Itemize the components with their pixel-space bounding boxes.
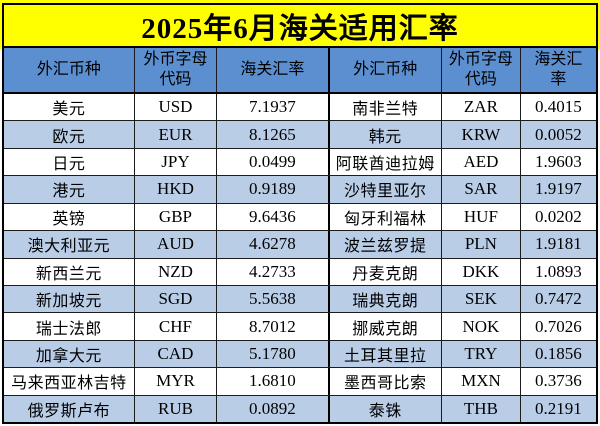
currency-name-cell: 欧元 bbox=[4, 121, 135, 148]
customs-rate-cell: 1.9197 bbox=[534, 179, 582, 199]
currency-code-cell: THB bbox=[442, 395, 521, 423]
customs-rate-cell: 0.0499 bbox=[217, 148, 330, 176]
customs-rate-cell: 0.3736 bbox=[534, 371, 582, 391]
currency-name-cell: 丹麦克朗 bbox=[330, 258, 443, 285]
customs-rate-cell: 8.1265 bbox=[217, 121, 330, 148]
table-row: 俄罗斯卢布 RUB 0.0892 泰铢 THB 0.2191 bbox=[4, 395, 596, 423]
header-customs-rate-right: 海关汇率 bbox=[534, 51, 583, 88]
customs-rate-cell: 9.6436 bbox=[217, 203, 330, 231]
header-currency-name-right: 外汇币种 bbox=[330, 48, 443, 92]
currency-name-cell: 瑞典克朗 bbox=[330, 285, 443, 313]
currency-code-cell: HKD bbox=[135, 176, 218, 203]
table-row: 加拿大元 CAD 5.1780 土耳其里拉 TRY 0.1856 bbox=[4, 340, 596, 369]
customs-rate-cell: 5.5638 bbox=[217, 285, 330, 313]
table-body: 美元 USD 7.1937 南非兰特 ZAR 0.4015 欧元 EUR 8.1… bbox=[4, 94, 596, 423]
currency-code-cell: NOK bbox=[442, 313, 521, 340]
currency-name-cell: 匈牙利福林 bbox=[330, 203, 443, 231]
currency-name-cell: 泰铢 bbox=[330, 395, 443, 423]
currency-name-cell: 墨西哥比索 bbox=[330, 368, 443, 395]
currency-code-cell: TRY bbox=[442, 340, 521, 368]
currency-code-cell: SEK bbox=[442, 285, 521, 313]
currency-code-cell: JPY bbox=[135, 148, 218, 176]
customs-rate-cell: 0.0892 bbox=[217, 395, 330, 423]
customs-rate-cell: 7.1937 bbox=[217, 94, 330, 121]
currency-code-cell: USD bbox=[135, 94, 218, 121]
currency-name-cell: 瑞士法郎 bbox=[4, 313, 135, 340]
table-row: 新加坡元 SGD 5.5638 瑞典克朗 SEK 0.7472 bbox=[4, 285, 596, 314]
currency-code-cell: AED bbox=[442, 148, 521, 176]
customs-rate-cell: 8.7012 bbox=[217, 313, 330, 340]
header-currency-code-right: 外币字母代码 bbox=[442, 48, 521, 92]
customs-rate-cell: 0.4015 bbox=[534, 97, 582, 117]
currency-name-cell: 挪威克朗 bbox=[330, 313, 443, 340]
table-title: 2025年6月海关适用汇率 bbox=[4, 5, 596, 48]
currency-name-cell: 马来西亚林吉特 bbox=[4, 368, 135, 395]
currency-code-cell: NZD bbox=[135, 258, 218, 285]
currency-name-cell: 日元 bbox=[4, 148, 135, 176]
customs-rate-cell: 1.9181 bbox=[534, 234, 582, 254]
currency-name-cell: 韩元 bbox=[330, 121, 443, 148]
currency-code-cell: DKK bbox=[442, 258, 521, 285]
currency-code-cell: GBP bbox=[135, 203, 218, 231]
currency-code-cell: MYR bbox=[135, 368, 218, 395]
customs-rate-cell: 0.2191 bbox=[534, 398, 582, 418]
exchange-rate-table: 2025年6月海关适用汇率 外汇币种 外币字母代码 海关汇率 外汇币种 外币字母… bbox=[2, 3, 598, 424]
currency-code-cell: CAD bbox=[135, 340, 218, 368]
currency-code-cell: KRW bbox=[442, 121, 521, 148]
customs-rate-cell: 1.6810 bbox=[217, 368, 330, 395]
customs-rate-cell: 0.7472 bbox=[534, 289, 582, 309]
currency-code-cell: ZAR bbox=[442, 94, 521, 121]
currency-name-cell: 英镑 bbox=[4, 203, 135, 231]
customs-rate-cell: 1.9603 bbox=[534, 152, 582, 172]
currency-code-cell: SGD bbox=[135, 285, 218, 313]
customs-rate-cell: 0.9189 bbox=[217, 176, 330, 203]
table-row: 新西兰元 NZD 4.2733 丹麦克朗 DKK 1.0893 bbox=[4, 258, 596, 286]
table-row: 港元 HKD 0.9189 沙特里亚尔 SAR 1.9197 bbox=[4, 176, 596, 204]
currency-code-cell: PLN bbox=[442, 231, 521, 258]
currency-code-cell: SAR bbox=[442, 176, 521, 203]
table-row: 日元 JPY 0.0499 阿联酋迪拉姆 AED 1.9603 bbox=[4, 148, 596, 177]
currency-name-cell: 沙特里亚尔 bbox=[330, 176, 443, 203]
table-row: 马来西亚林吉特 MYR 1.6810 墨西哥比索 MXN 0.3736 bbox=[4, 368, 596, 396]
customs-rate-cell: 5.1780 bbox=[217, 340, 330, 368]
header-currency-code-left: 外币字母代码 bbox=[135, 48, 218, 92]
customs-rate-cell: 0.7026 bbox=[534, 316, 582, 336]
currency-code-cell: MXN bbox=[442, 368, 521, 395]
currency-code-cell: HUF bbox=[442, 203, 521, 231]
customs-rate-cell: 0.1856 bbox=[534, 344, 582, 363]
table-header-row: 外汇币种 外币字母代码 海关汇率 外汇币种 外币字母代码 海关汇率 bbox=[4, 48, 596, 94]
table-row: 英镑 GBP 9.6436 匈牙利福林 HUF 0.0202 bbox=[4, 203, 596, 232]
customs-rate-cell: 0.0202 bbox=[534, 206, 582, 226]
customs-rate-cell: 1.0893 bbox=[534, 261, 582, 281]
currency-name-cell: 加拿大元 bbox=[4, 340, 135, 368]
currency-code-cell: CHF bbox=[135, 313, 218, 340]
customs-rate-cell: 4.6278 bbox=[217, 231, 330, 258]
currency-name-cell: 新西兰元 bbox=[4, 258, 135, 285]
currency-name-cell: 港元 bbox=[4, 176, 135, 203]
currency-name-cell: 澳大利亚元 bbox=[4, 231, 135, 258]
currency-name-cell: 南非兰特 bbox=[330, 94, 443, 121]
currency-code-cell: RUB bbox=[135, 395, 218, 423]
table-row: 欧元 EUR 8.1265 韩元 KRW 0.0052 bbox=[4, 121, 596, 149]
currency-name-cell: 新加坡元 bbox=[4, 285, 135, 313]
currency-name-cell: 土耳其里拉 bbox=[330, 340, 443, 368]
currency-name-cell: 阿联酋迪拉姆 bbox=[330, 148, 443, 176]
header-currency-name-left: 外汇币种 bbox=[4, 48, 135, 92]
currency-name-cell: 美元 bbox=[4, 94, 135, 121]
table-row: 美元 USD 7.1937 南非兰特 ZAR 0.4015 bbox=[4, 94, 596, 122]
currency-code-cell: AUD bbox=[135, 231, 218, 258]
customs-rate-cell: 4.2733 bbox=[217, 258, 330, 285]
currency-name-cell: 波兰兹罗提 bbox=[330, 231, 443, 258]
currency-code-cell: EUR bbox=[135, 121, 218, 148]
table-row: 澳大利亚元 AUD 4.6278 波兰兹罗提 PLN 1.9181 bbox=[4, 231, 596, 259]
customs-rate-cell: 0.0052 bbox=[534, 124, 582, 144]
currency-name-cell: 俄罗斯卢布 bbox=[4, 395, 135, 423]
header-customs-rate-left: 海关汇率 bbox=[217, 48, 330, 92]
table-row: 瑞士法郎 CHF 8.7012 挪威克朗 NOK 0.7026 bbox=[4, 313, 596, 341]
